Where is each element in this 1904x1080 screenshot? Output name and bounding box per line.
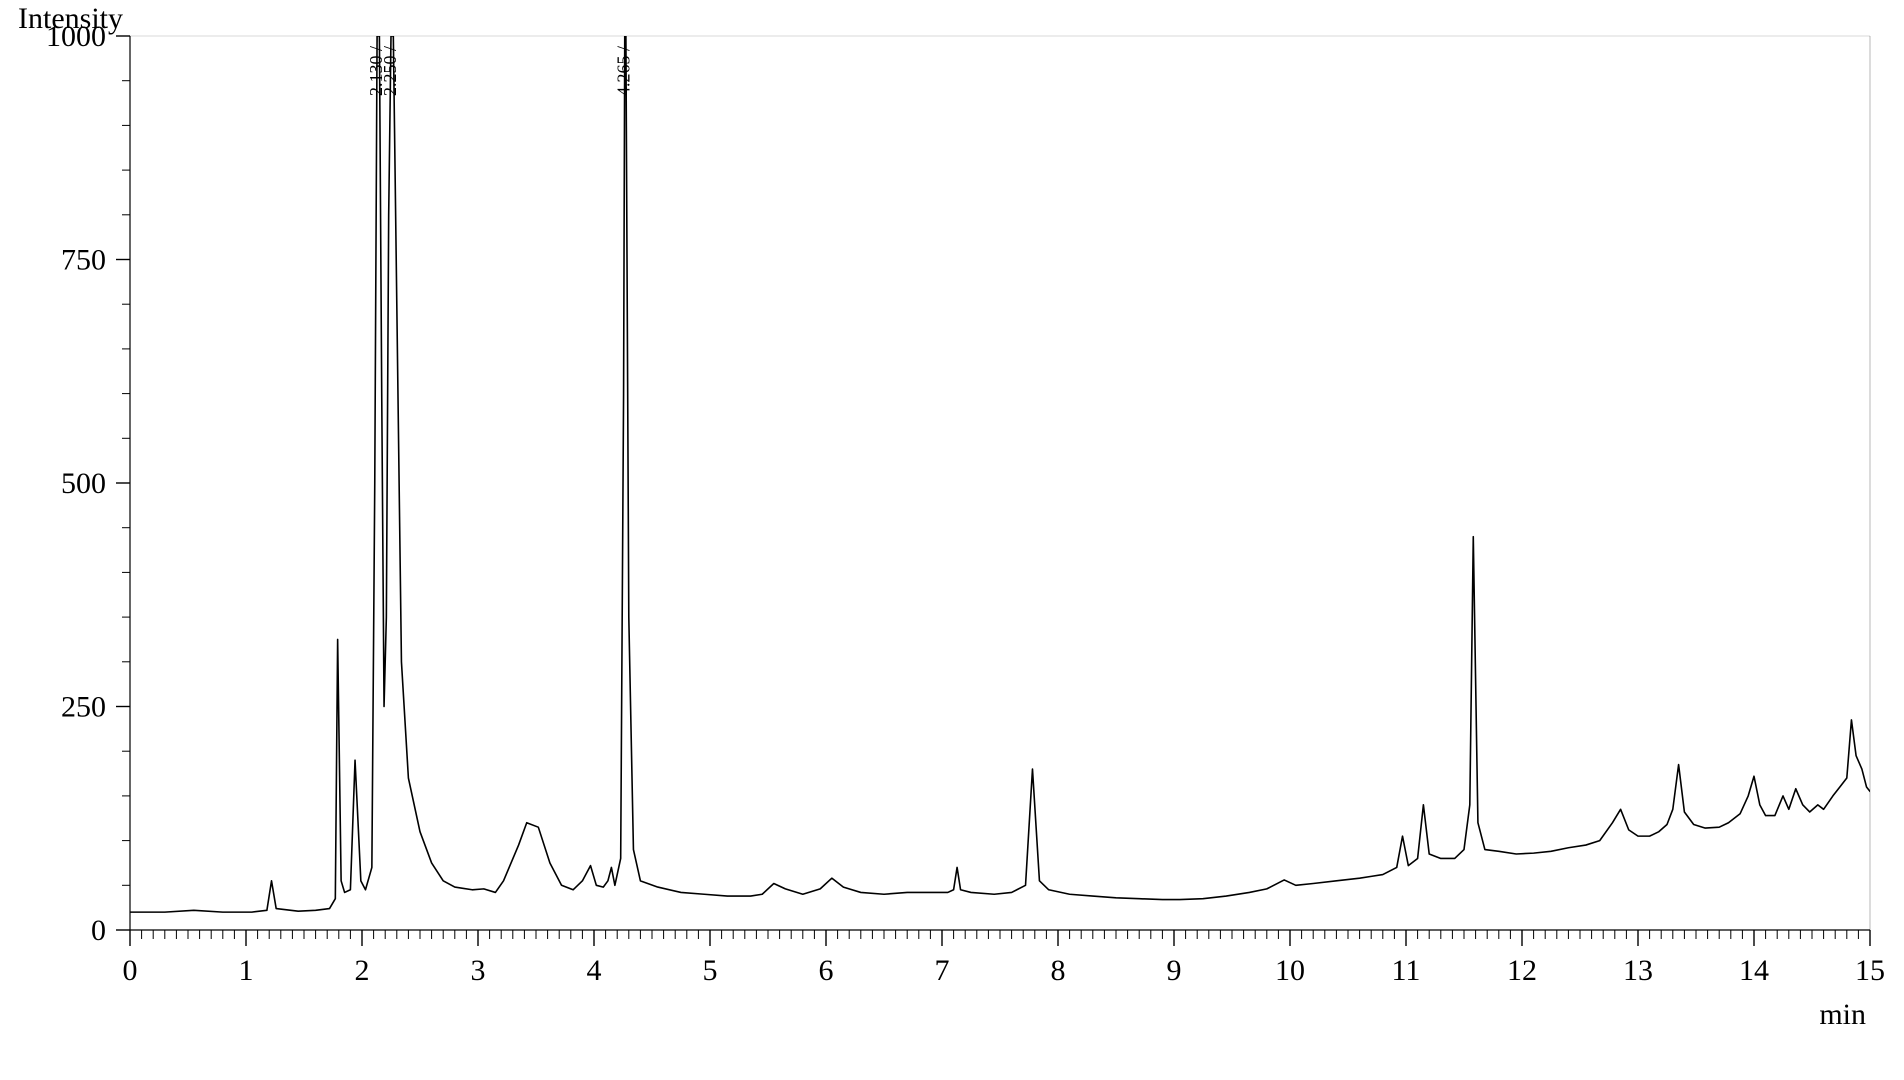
svg-text:0: 0 [123,954,138,987]
svg-text:11: 11 [1392,954,1421,987]
svg-text:6: 6 [819,954,834,987]
svg-text:8: 8 [1051,954,1066,987]
svg-text:500: 500 [61,467,106,500]
chart-svg: 02505007501000Intensity01234567891011121… [0,0,1904,1080]
svg-text:0: 0 [91,914,106,947]
svg-text:12: 12 [1507,954,1537,987]
svg-text:14: 14 [1739,954,1769,987]
svg-text:15: 15 [1855,954,1885,987]
svg-text:250: 250 [61,691,106,724]
svg-text:4.265 /: 4.265 / [614,46,634,96]
svg-text:9: 9 [1167,954,1182,987]
svg-text:min: min [1819,998,1866,1031]
svg-text:Intensity: Intensity [18,2,123,35]
svg-text:3: 3 [471,954,486,987]
svg-text:4: 4 [587,954,602,987]
svg-text:2: 2 [355,954,370,987]
svg-text:10: 10 [1275,954,1305,987]
chromatogram-chart: 02505007501000Intensity01234567891011121… [0,0,1904,1080]
svg-text:2.250 /: 2.250 / [380,46,400,96]
svg-text:1: 1 [239,954,254,987]
svg-text:13: 13 [1623,954,1653,987]
svg-text:5: 5 [703,954,718,987]
svg-text:7: 7 [935,954,950,987]
svg-text:750: 750 [61,244,106,277]
